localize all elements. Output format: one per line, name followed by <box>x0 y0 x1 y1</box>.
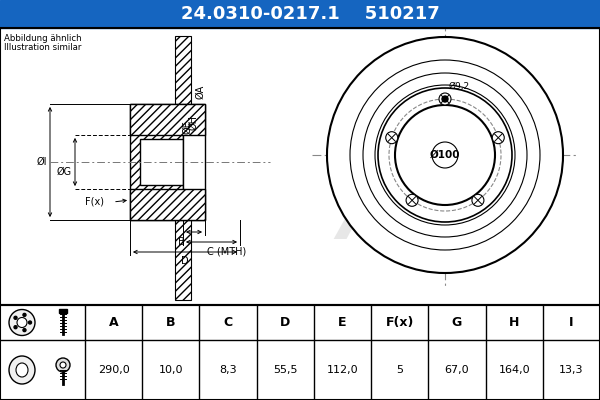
Text: ØI: ØI <box>37 157 47 167</box>
Text: 112,0: 112,0 <box>326 365 358 375</box>
Text: 164,0: 164,0 <box>499 365 530 375</box>
Circle shape <box>14 316 17 319</box>
Ellipse shape <box>9 356 35 384</box>
Text: Ø9,2: Ø9,2 <box>449 82 470 92</box>
Text: B: B <box>178 237 184 247</box>
Text: ®: ® <box>426 196 454 224</box>
Bar <box>0 28 600 305</box>
Text: 24.0310-0217.1    510217: 24.0310-0217.1 510217 <box>181 5 439 23</box>
Bar <box>59 308 67 312</box>
Circle shape <box>56 358 70 372</box>
Text: B: B <box>166 316 176 329</box>
Text: F(x): F(x) <box>386 316 414 329</box>
Text: C (MTH): C (MTH) <box>207 246 246 256</box>
Ellipse shape <box>16 363 28 377</box>
Bar <box>0 305 600 400</box>
Circle shape <box>23 329 26 332</box>
Text: 8,3: 8,3 <box>219 365 237 375</box>
Circle shape <box>386 132 398 144</box>
Circle shape <box>375 85 515 225</box>
Text: H: H <box>509 316 520 329</box>
Text: 67,0: 67,0 <box>445 365 469 375</box>
Bar <box>0 305 600 400</box>
Text: G: G <box>452 316 462 329</box>
Circle shape <box>406 194 418 206</box>
Text: 55,5: 55,5 <box>273 365 298 375</box>
Circle shape <box>350 60 540 250</box>
Circle shape <box>14 326 17 329</box>
Circle shape <box>432 142 458 168</box>
Text: Illustration similar: Illustration similar <box>4 43 82 52</box>
Text: E: E <box>338 316 347 329</box>
Bar <box>130 104 183 220</box>
Bar <box>140 139 183 185</box>
Text: D: D <box>280 316 290 329</box>
Circle shape <box>327 37 563 273</box>
Bar <box>0 0 600 28</box>
Circle shape <box>9 310 35 336</box>
Text: 13,3: 13,3 <box>559 365 584 375</box>
Text: A: A <box>109 316 118 329</box>
Text: Ate: Ate <box>337 187 463 253</box>
Bar <box>183 104 205 220</box>
Text: 5: 5 <box>396 365 403 375</box>
Text: ØE: ØE <box>182 120 192 134</box>
Bar <box>130 189 205 220</box>
Circle shape <box>29 321 32 324</box>
Circle shape <box>378 88 512 222</box>
Circle shape <box>439 93 451 105</box>
Text: I: I <box>569 316 574 329</box>
Text: ØA: ØA <box>195 85 205 99</box>
Circle shape <box>17 318 27 328</box>
Bar <box>130 104 205 135</box>
Circle shape <box>60 362 66 368</box>
Circle shape <box>472 194 484 206</box>
Text: ØG: ØG <box>57 167 72 177</box>
Text: 290,0: 290,0 <box>98 365 130 375</box>
Bar <box>0 28 600 305</box>
Text: F(x): F(x) <box>86 197 104 207</box>
Circle shape <box>363 73 527 237</box>
Text: 10,0: 10,0 <box>158 365 183 375</box>
Text: Abbildung ähnlich: Abbildung ähnlich <box>4 34 82 43</box>
Text: Ø100: Ø100 <box>430 150 460 160</box>
Circle shape <box>442 96 448 102</box>
Bar <box>175 36 191 300</box>
Circle shape <box>395 105 495 205</box>
Circle shape <box>492 132 504 144</box>
Circle shape <box>23 313 26 316</box>
Text: ØH: ØH <box>188 115 198 130</box>
Text: D: D <box>181 256 189 266</box>
Text: C: C <box>223 316 233 329</box>
